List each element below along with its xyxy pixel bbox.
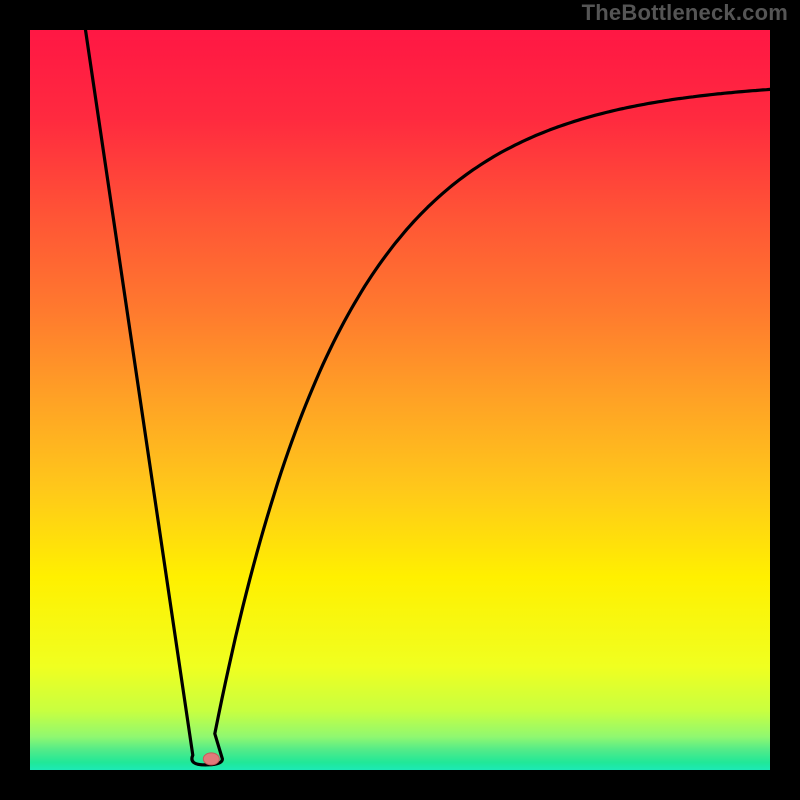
- chart-svg: [0, 0, 800, 800]
- minimum-marker: [203, 753, 219, 765]
- chart-canvas: TheBottleneck.com: [0, 0, 800, 800]
- attribution-label: TheBottleneck.com: [582, 0, 788, 26]
